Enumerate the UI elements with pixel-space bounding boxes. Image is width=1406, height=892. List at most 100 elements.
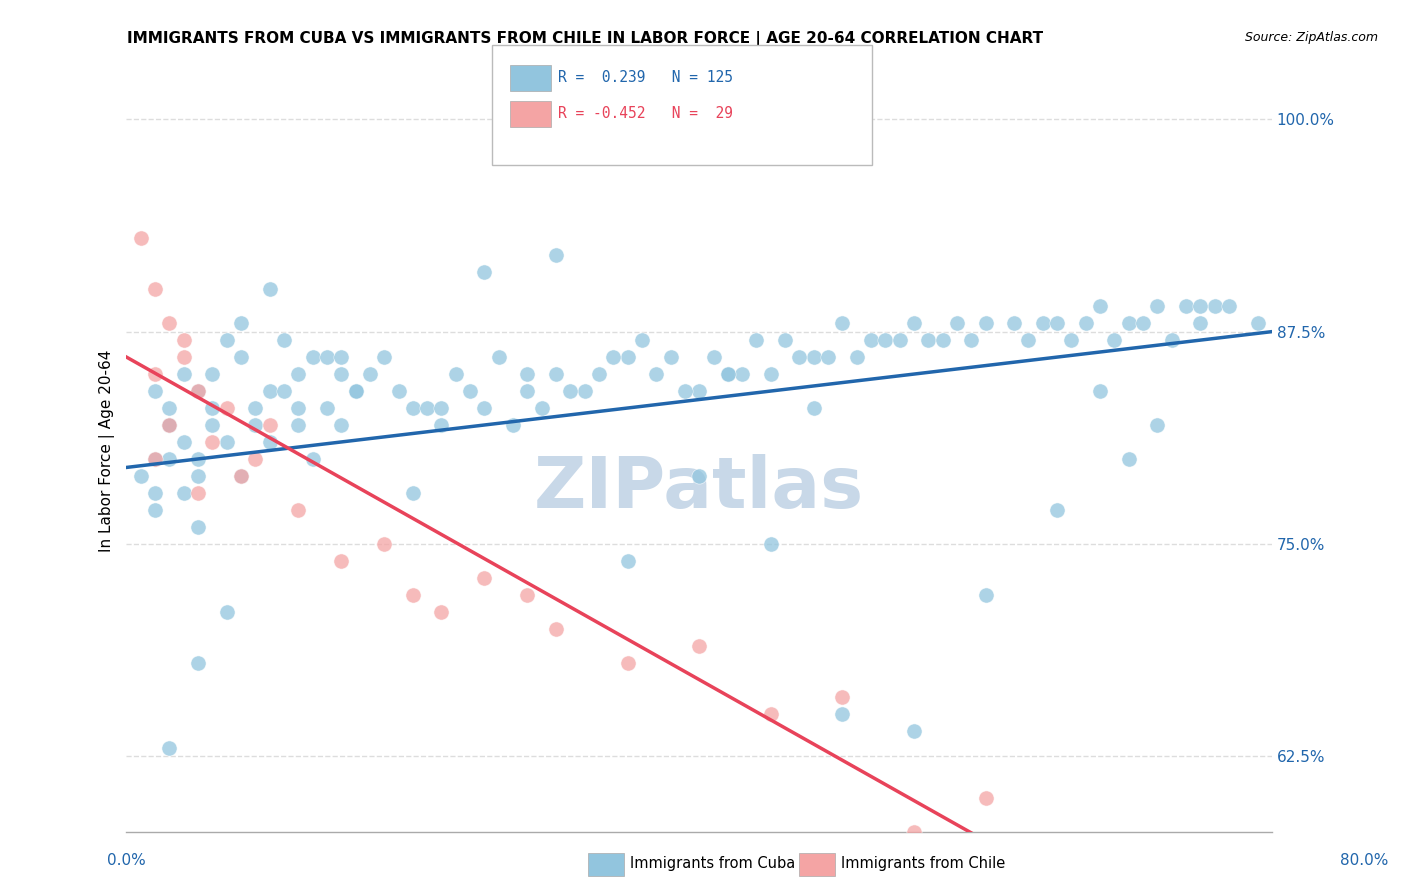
Point bbox=[773, 333, 796, 347]
Point bbox=[187, 486, 209, 500]
Point bbox=[229, 350, 252, 364]
Point bbox=[430, 401, 453, 415]
Point bbox=[803, 401, 825, 415]
Point bbox=[187, 384, 209, 398]
Point bbox=[159, 401, 181, 415]
Point bbox=[1132, 316, 1154, 330]
Point bbox=[1189, 299, 1212, 313]
Point bbox=[159, 417, 181, 432]
Point bbox=[316, 401, 339, 415]
Point bbox=[616, 656, 638, 670]
Point bbox=[673, 384, 696, 398]
Point bbox=[201, 367, 224, 381]
Point bbox=[301, 350, 323, 364]
Point bbox=[631, 333, 654, 347]
Point bbox=[817, 350, 839, 364]
Point bbox=[1246, 316, 1268, 330]
Point bbox=[759, 706, 782, 721]
Point bbox=[143, 486, 166, 500]
Text: IMMIGRANTS FROM CUBA VS IMMIGRANTS FROM CHILE IN LABOR FORCE | AGE 20-64 CORRELA: IMMIGRANTS FROM CUBA VS IMMIGRANTS FROM … bbox=[127, 31, 1043, 47]
Point bbox=[1002, 316, 1025, 330]
Point bbox=[474, 265, 496, 279]
Point bbox=[831, 316, 853, 330]
Point bbox=[273, 384, 295, 398]
Point bbox=[1046, 316, 1069, 330]
Point bbox=[717, 367, 740, 381]
Point bbox=[544, 367, 567, 381]
Point bbox=[287, 401, 309, 415]
Point bbox=[1160, 333, 1182, 347]
Point bbox=[1074, 316, 1097, 330]
Point bbox=[903, 825, 925, 839]
Point bbox=[859, 333, 882, 347]
Point bbox=[831, 706, 853, 721]
Point bbox=[789, 350, 811, 364]
Text: R =  0.239   N = 125: R = 0.239 N = 125 bbox=[558, 70, 733, 85]
Point bbox=[502, 417, 524, 432]
Point bbox=[229, 316, 252, 330]
Point bbox=[187, 469, 209, 483]
Point bbox=[215, 605, 238, 619]
Point bbox=[717, 367, 740, 381]
Text: Immigrants from Cuba: Immigrants from Cuba bbox=[630, 856, 796, 871]
Text: R = -0.452   N =  29: R = -0.452 N = 29 bbox=[558, 106, 733, 120]
Text: Source: ZipAtlas.com: Source: ZipAtlas.com bbox=[1244, 31, 1378, 45]
Point bbox=[731, 367, 754, 381]
Point bbox=[659, 350, 682, 364]
Point bbox=[1175, 299, 1198, 313]
Point bbox=[173, 350, 195, 364]
Point bbox=[187, 452, 209, 467]
Point bbox=[187, 384, 209, 398]
Point bbox=[373, 350, 395, 364]
Point bbox=[173, 333, 195, 347]
Point bbox=[645, 367, 668, 381]
Point bbox=[530, 401, 553, 415]
Point bbox=[287, 417, 309, 432]
Point bbox=[974, 316, 997, 330]
Point bbox=[259, 434, 281, 449]
Point bbox=[1118, 452, 1140, 467]
Point bbox=[544, 622, 567, 636]
Point bbox=[129, 469, 152, 483]
Point bbox=[516, 384, 538, 398]
Point bbox=[273, 333, 295, 347]
Point bbox=[474, 571, 496, 585]
Point bbox=[688, 469, 710, 483]
Point bbox=[359, 367, 381, 381]
Point bbox=[488, 350, 510, 364]
Point bbox=[259, 384, 281, 398]
Point bbox=[287, 367, 309, 381]
Point bbox=[229, 469, 252, 483]
Point bbox=[903, 723, 925, 738]
Point bbox=[344, 384, 367, 398]
Point bbox=[143, 452, 166, 467]
Point bbox=[516, 588, 538, 602]
Point bbox=[215, 434, 238, 449]
Point bbox=[402, 486, 425, 500]
Point bbox=[974, 588, 997, 602]
Point bbox=[602, 350, 624, 364]
Point bbox=[1104, 333, 1126, 347]
Point bbox=[875, 333, 897, 347]
Point bbox=[159, 316, 181, 330]
Point bbox=[974, 791, 997, 805]
Point bbox=[387, 384, 409, 398]
Point bbox=[946, 316, 969, 330]
Point bbox=[516, 367, 538, 381]
Point bbox=[159, 417, 181, 432]
Point bbox=[344, 384, 367, 398]
Point bbox=[143, 503, 166, 517]
Point bbox=[187, 520, 209, 534]
Point bbox=[245, 401, 267, 415]
Point bbox=[215, 333, 238, 347]
Point bbox=[745, 333, 768, 347]
Point bbox=[143, 452, 166, 467]
Text: 0.0%: 0.0% bbox=[107, 854, 146, 868]
Point bbox=[159, 740, 181, 755]
Point bbox=[129, 231, 152, 245]
Point bbox=[173, 367, 195, 381]
Point bbox=[416, 401, 439, 415]
Point bbox=[759, 537, 782, 551]
Point bbox=[544, 248, 567, 262]
Point bbox=[316, 350, 339, 364]
